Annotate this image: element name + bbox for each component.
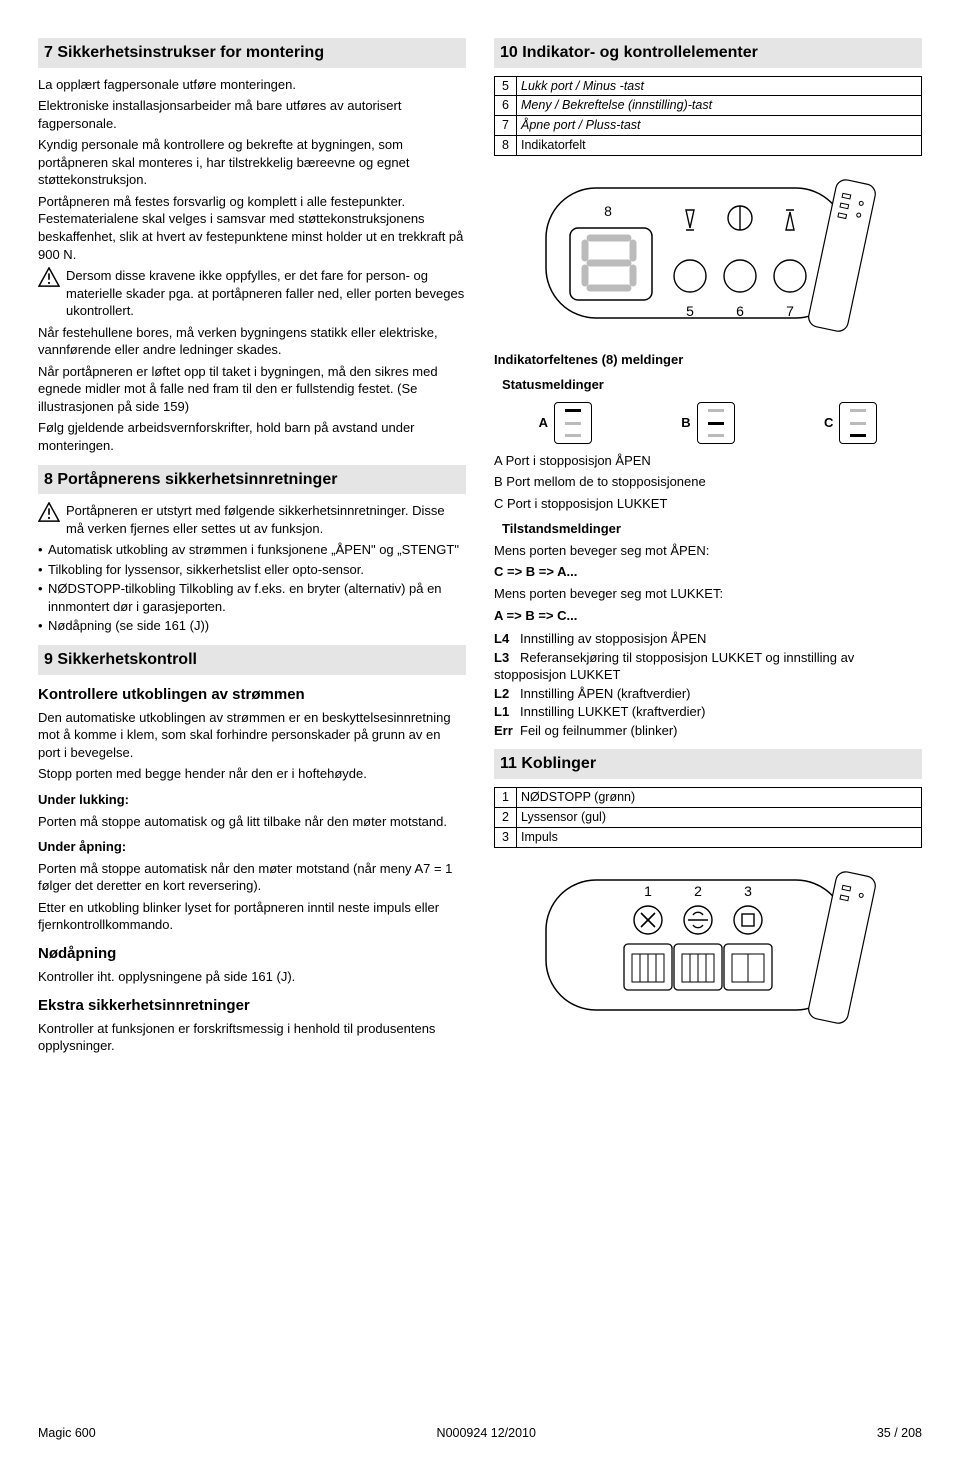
s10-pc: C Port i stopposisjon LUKKET: [494, 495, 922, 513]
section-8-title: Portåpnerens sikkerhetsinnretninger: [57, 471, 337, 488]
status-b: B: [681, 402, 734, 444]
connector-panel-diagram: 1 2 3: [494, 858, 922, 1033]
status-c: C: [824, 402, 877, 444]
warning-icon: [38, 267, 60, 320]
table-row: 8Indikatorfelt: [495, 136, 922, 156]
section-9-num: 9: [44, 651, 53, 668]
table-row: 5Lukk port / Minus -tast: [495, 76, 922, 96]
page-footer: Magic 600 N000924 12/2010 35 / 208: [38, 1425, 922, 1442]
section-9-title: Sikkerhetskontroll: [57, 651, 197, 668]
s9-p4: Porten må stoppe automatisk når den møte…: [38, 860, 466, 895]
s8-b1: Automatisk utkobling av strømmen i funks…: [38, 541, 466, 559]
s10-p2b: A => B => C...: [494, 607, 922, 625]
s10-pb: B Port mellom de to stopposisjonene: [494, 473, 922, 491]
s7-p2: Elektroniske installasjonsarbeider må ba…: [38, 97, 466, 132]
section-10-header: 10 Indikator- og kontrollelementer: [494, 38, 922, 68]
s10-h2: Statusmeldinger: [502, 376, 922, 394]
s10-codes: L4Innstilling av stopposisjon ÅPEN L3Ref…: [494, 630, 922, 739]
table-row: 3Impuls: [495, 827, 922, 847]
s7-p1: La opplært fagpersonale utføre montering…: [38, 76, 466, 94]
s9-p2: Stopp porten med begge hender når den er…: [38, 765, 466, 783]
s9-h5: Ekstra sikkerhetsinnretninger: [38, 996, 466, 1016]
s10-h1: Indikatorfeltenes (8) meldinger: [494, 351, 922, 369]
s11-key-table: 1NØDSTOPP (grønn) 2Lyssensor (gul) 3Impu…: [494, 787, 922, 848]
diagram-label-6: 6: [736, 303, 744, 319]
footer-right: 35 / 208: [877, 1425, 922, 1442]
s7-p3: Kyndig personale må kontrollere og bekre…: [38, 136, 466, 189]
s8-bullets: Automatisk utkobling av strømmen i funks…: [38, 541, 466, 635]
s7-warn-text: Dersom disse kravene ikke oppfylles, er …: [66, 267, 466, 320]
s9-h2: Under lukking:: [38, 791, 466, 809]
s8-b2: Tilkobling for lyssensor, sikkerhetslist…: [38, 561, 466, 579]
s7-warning: Dersom disse kravene ikke oppfylles, er …: [38, 267, 466, 320]
s9-h1: Kontrollere utkoblingen av strømmen: [38, 685, 466, 705]
diagram-label-7: 7: [786, 303, 794, 319]
section-7-num: 7: [44, 44, 53, 61]
s10-p1: Mens porten beveger seg mot ÅPEN:: [494, 542, 922, 560]
section-11-header: 11 Koblinger: [494, 749, 922, 779]
s10-key-table: 5Lukk port / Minus -tast 6Meny / Bekreft…: [494, 76, 922, 157]
table-row: 2Lyssensor (gul): [495, 807, 922, 827]
s8-warn-text: Portåpneren er utstyrt med følgende sikk…: [66, 502, 466, 537]
status-a: A: [539, 402, 592, 444]
svg-text:3: 3: [744, 883, 752, 899]
section-10-title: Indikator- og kontrollelementer: [522, 44, 758, 61]
section-11-num: 11: [500, 755, 517, 772]
section-10-num: 10: [500, 44, 518, 61]
section-8-header: 8 Portåpnerens sikkerhetsinnretninger: [38, 465, 466, 495]
warning-icon: [38, 502, 60, 537]
status-row: A B C: [494, 402, 922, 444]
table-row: 7Åpne port / Pluss-tast: [495, 116, 922, 136]
s7-p6: Når portåpneren er løftet opp til taket …: [38, 363, 466, 416]
s7-p7: Følg gjeldende arbeidsvernforskrifter, h…: [38, 419, 466, 454]
s10-p2: Mens porten beveger seg mot LUKKET:: [494, 585, 922, 603]
table-row: 6Meny / Bekreftelse (innstilling)-tast: [495, 96, 922, 116]
s9-p5: Etter en utkobling blinker lyset for por…: [38, 899, 466, 934]
section-7-title: Sikkerhetsinstrukser for montering: [57, 44, 324, 61]
s9-p6: Kontroller iht. opplysningene på side 16…: [38, 968, 466, 986]
section-8-num: 8: [44, 471, 53, 488]
s9-p1: Den automatiske utkoblingen av strømmen …: [38, 709, 466, 762]
svg-text:2: 2: [694, 883, 702, 899]
s9-h4: Nødåpning: [38, 944, 466, 964]
footer-center: N000924 12/2010: [437, 1425, 536, 1442]
s10-h3: Tilstandsmeldinger: [502, 520, 922, 538]
s7-p5: Når festehullene bores, må verken bygnin…: [38, 324, 466, 359]
section-7-header: 7 Sikkerhetsinstrukser for montering: [38, 38, 466, 68]
control-panel-diagram: 8 5 6 7: [494, 166, 922, 341]
svg-text:1: 1: [644, 883, 652, 899]
s9-h3: Under åpning:: [38, 838, 466, 856]
s7-p4: Portåpneren må festes forsvarlig og komp…: [38, 193, 466, 263]
section-9-header: 9 Sikkerhetskontroll: [38, 645, 466, 675]
s9-p3: Porten må stoppe automatisk og gå litt t…: [38, 813, 466, 831]
s10-pa: A Port i stopposisjon ÅPEN: [494, 452, 922, 470]
s8-b4: Nødåpning (se side 161 (J)): [38, 617, 466, 635]
s9-p7: Kontroller at funksjonen er forskriftsme…: [38, 1020, 466, 1055]
footer-left: Magic 600: [38, 1425, 96, 1442]
section-11-title: Koblinger: [521, 755, 596, 772]
diagram-label-8: 8: [604, 203, 612, 219]
table-row: 1NØDSTOPP (grønn): [495, 787, 922, 807]
s8-b3: NØDSTOPP-tilkobling Tilkobling av f.eks.…: [38, 580, 466, 615]
diagram-label-5: 5: [686, 303, 694, 319]
s10-p1b: C => B => A...: [494, 563, 922, 581]
s8-warning: Portåpneren er utstyrt med følgende sikk…: [38, 502, 466, 537]
